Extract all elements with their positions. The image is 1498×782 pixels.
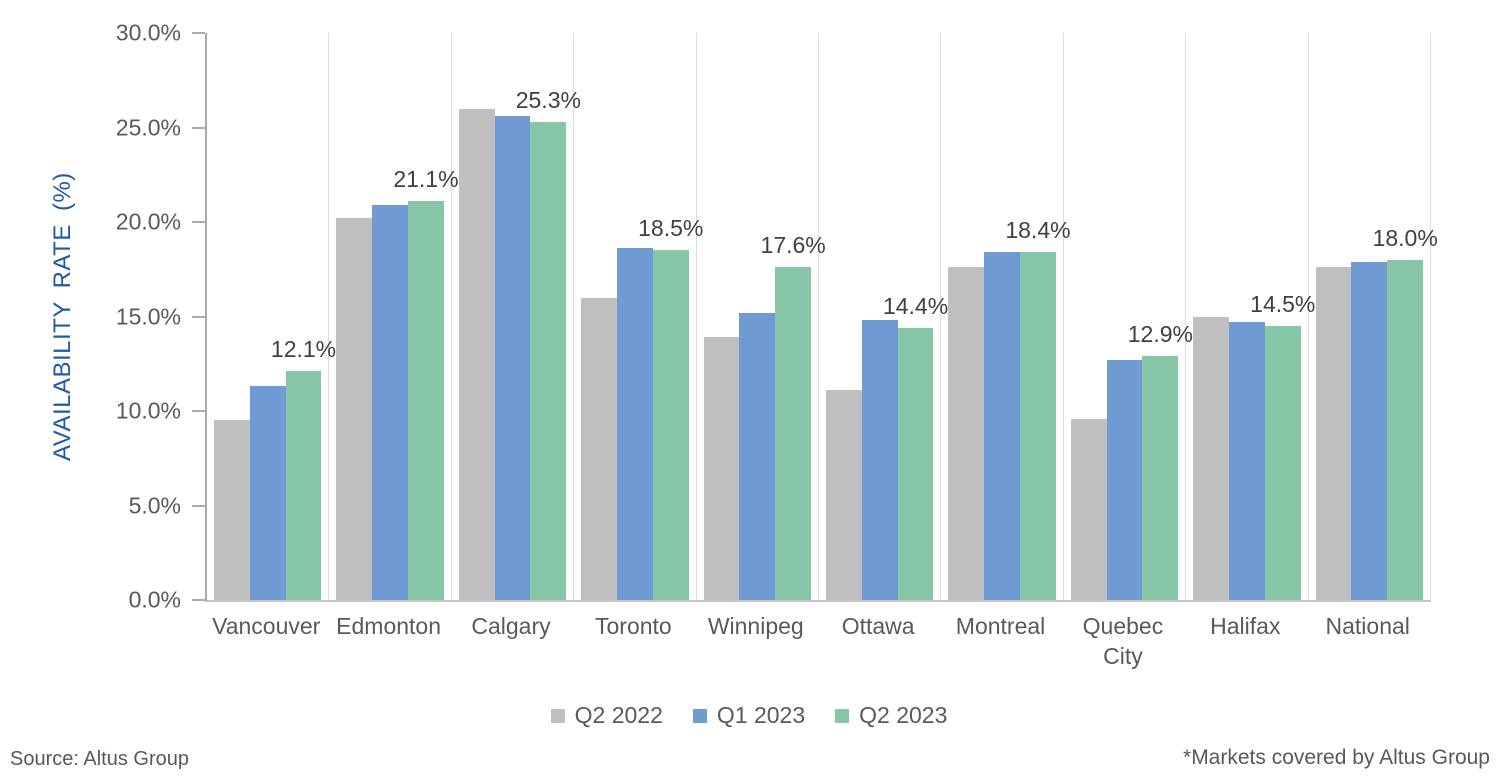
bar-value-label: 14.4% (882, 292, 949, 319)
bar-group-calgary: 25.3% (452, 33, 581, 600)
bar-q2-2022-national (1315, 267, 1352, 600)
bar-value-label: 12.1% (270, 336, 337, 363)
bar-q2-2022-winnipeg (703, 337, 740, 600)
bar-group-winnipeg: 17.6% (697, 33, 826, 600)
bar-q1-2023-toronto (617, 248, 653, 600)
bar-q2-2023-calgary (530, 121, 567, 600)
x-category-label-quebec-city: Quebec City (1082, 613, 1164, 669)
legend-item-q1-2023: Q1 2023 (692, 702, 806, 729)
bar-q2-2023-national (1387, 259, 1424, 600)
legend-label: Q1 2023 (716, 702, 806, 728)
y-tick-mark (192, 315, 205, 318)
legend: Q2 2022 Q1 2023 Q2 2023 (0, 702, 1498, 729)
plot-area: 12.1% 21.1% 25.3% 18.5% 17.6% 14.4% 18.4% 12.9%… (205, 33, 1438, 602)
legend-swatch (835, 708, 850, 723)
bar-group-quebec-city: 12.9% (1064, 33, 1193, 600)
bar-q1-2023-ottawa (861, 320, 898, 600)
bar-q2-2023-toronto (652, 250, 689, 600)
legend-item-q2-2023: Q2 2023 (835, 702, 947, 729)
bar-q2-2023-halifax (1264, 325, 1301, 600)
bar-q2-2022-toronto (581, 297, 618, 600)
bar-value-label: 18.4% (1005, 217, 1071, 244)
x-category-label-montreal: Montreal (955, 613, 1046, 639)
bar-value-label: 17.6% (760, 232, 826, 259)
bar-value-label: 18.0% (1372, 224, 1438, 251)
y-tick-label: 25.0% (115, 114, 181, 140)
bar-group-toronto: 18.5% (574, 33, 703, 600)
bar-q2-2023-montreal (1020, 252, 1056, 600)
bar-value-label: 21.1% (393, 166, 459, 193)
bar-q2-2022-halifax (1193, 316, 1230, 600)
legend-label: Q2 2023 (859, 702, 948, 728)
y-tick-label: 5.0% (128, 492, 181, 518)
bar-q2-2022-edmonton (336, 218, 373, 600)
y-axis: 30.0% 25.0% 20.0% 15.0% 10.0% 5.0% 0.0% (0, 20, 205, 613)
x-category-label-calgary: Calgary (471, 613, 551, 639)
x-category-label-vancouver: Vancouver (212, 613, 321, 639)
x-category-label-edmonton: Edmonton (336, 613, 442, 639)
x-category-label-winnipeg: Winnipeg (707, 613, 804, 639)
bar-q2-2023-edmonton (408, 201, 444, 600)
bar-value-label: 14.5% (1250, 290, 1316, 317)
bar-q1-2023-quebec-city (1106, 359, 1143, 600)
bar-q2-2022-ottawa (826, 390, 862, 600)
bar-group-montreal: 18.4% (941, 33, 1071, 600)
legend-swatch (692, 708, 707, 723)
legend-item-q2-2022: Q2 2022 (550, 702, 663, 729)
bar-q1-2023-winnipeg (739, 312, 776, 600)
y-tick-label: 20.0% (115, 208, 181, 235)
y-tick-label: 0.0% (128, 586, 181, 613)
bar-q2-2022-quebec-city (1070, 418, 1107, 600)
bar-q1-2023-edmonton (372, 205, 408, 600)
coverage-note: *Markets covered by Altus Group (1183, 746, 1490, 769)
y-tick-label: 15.0% (115, 303, 181, 329)
y-tick-label: 30.0% (115, 19, 181, 46)
x-category-label-ottawa: Ottawa (841, 613, 915, 639)
y-tick-mark (192, 32, 205, 34)
y-tick-mark (192, 221, 205, 223)
x-category-label-toronto: Toronto (595, 613, 672, 639)
bar-group-national: 18.0% (1309, 33, 1438, 600)
source-note: Source: Altus Group (10, 748, 189, 770)
bar-group-halifax: 14.5% (1186, 33, 1315, 600)
bar-value-label: 18.5% (638, 215, 704, 242)
y-tick-mark (192, 599, 205, 601)
bar-group-ottawa: 14.4% (819, 33, 948, 600)
bar-value-label: 12.9% (1127, 321, 1193, 348)
bar-q2-2022-vancouver (214, 420, 250, 600)
bar-q1-2023-halifax (1229, 322, 1265, 600)
bar-q2-2023-vancouver (285, 371, 322, 600)
y-tick-mark (192, 126, 205, 129)
bar-q1-2023-montreal (984, 252, 1021, 600)
legend-swatch (550, 708, 565, 723)
legend-label: Q2 2022 (574, 702, 663, 728)
bar-q2-2023-ottawa (897, 327, 934, 600)
bar-group-edmonton: 21.1% (329, 33, 459, 600)
bar-q2-2022-montreal (948, 267, 985, 600)
bar-group-vancouver: 12.1% (207, 33, 336, 600)
y-tick-label: 10.0% (115, 397, 181, 424)
bar-q2-2022-calgary (458, 108, 495, 600)
bar-q1-2023-vancouver (249, 386, 286, 600)
y-tick-mark (192, 504, 205, 507)
bar-q2-2023-winnipeg (775, 267, 812, 600)
bar-value-label: 25.3% (515, 86, 581, 113)
bar-q1-2023-national (1351, 261, 1388, 600)
x-category-label-national: National (1325, 613, 1410, 639)
x-category-label-halifax: Halifax (1210, 613, 1281, 639)
x-axis-labels: Vancouver Edmonton Calgary Toronto Winnipeg O… (205, 612, 1429, 672)
bar-q2-2023-quebec-city (1142, 356, 1179, 600)
bar-q1-2023-calgary (494, 116, 531, 600)
y-tick-mark (192, 410, 205, 412)
